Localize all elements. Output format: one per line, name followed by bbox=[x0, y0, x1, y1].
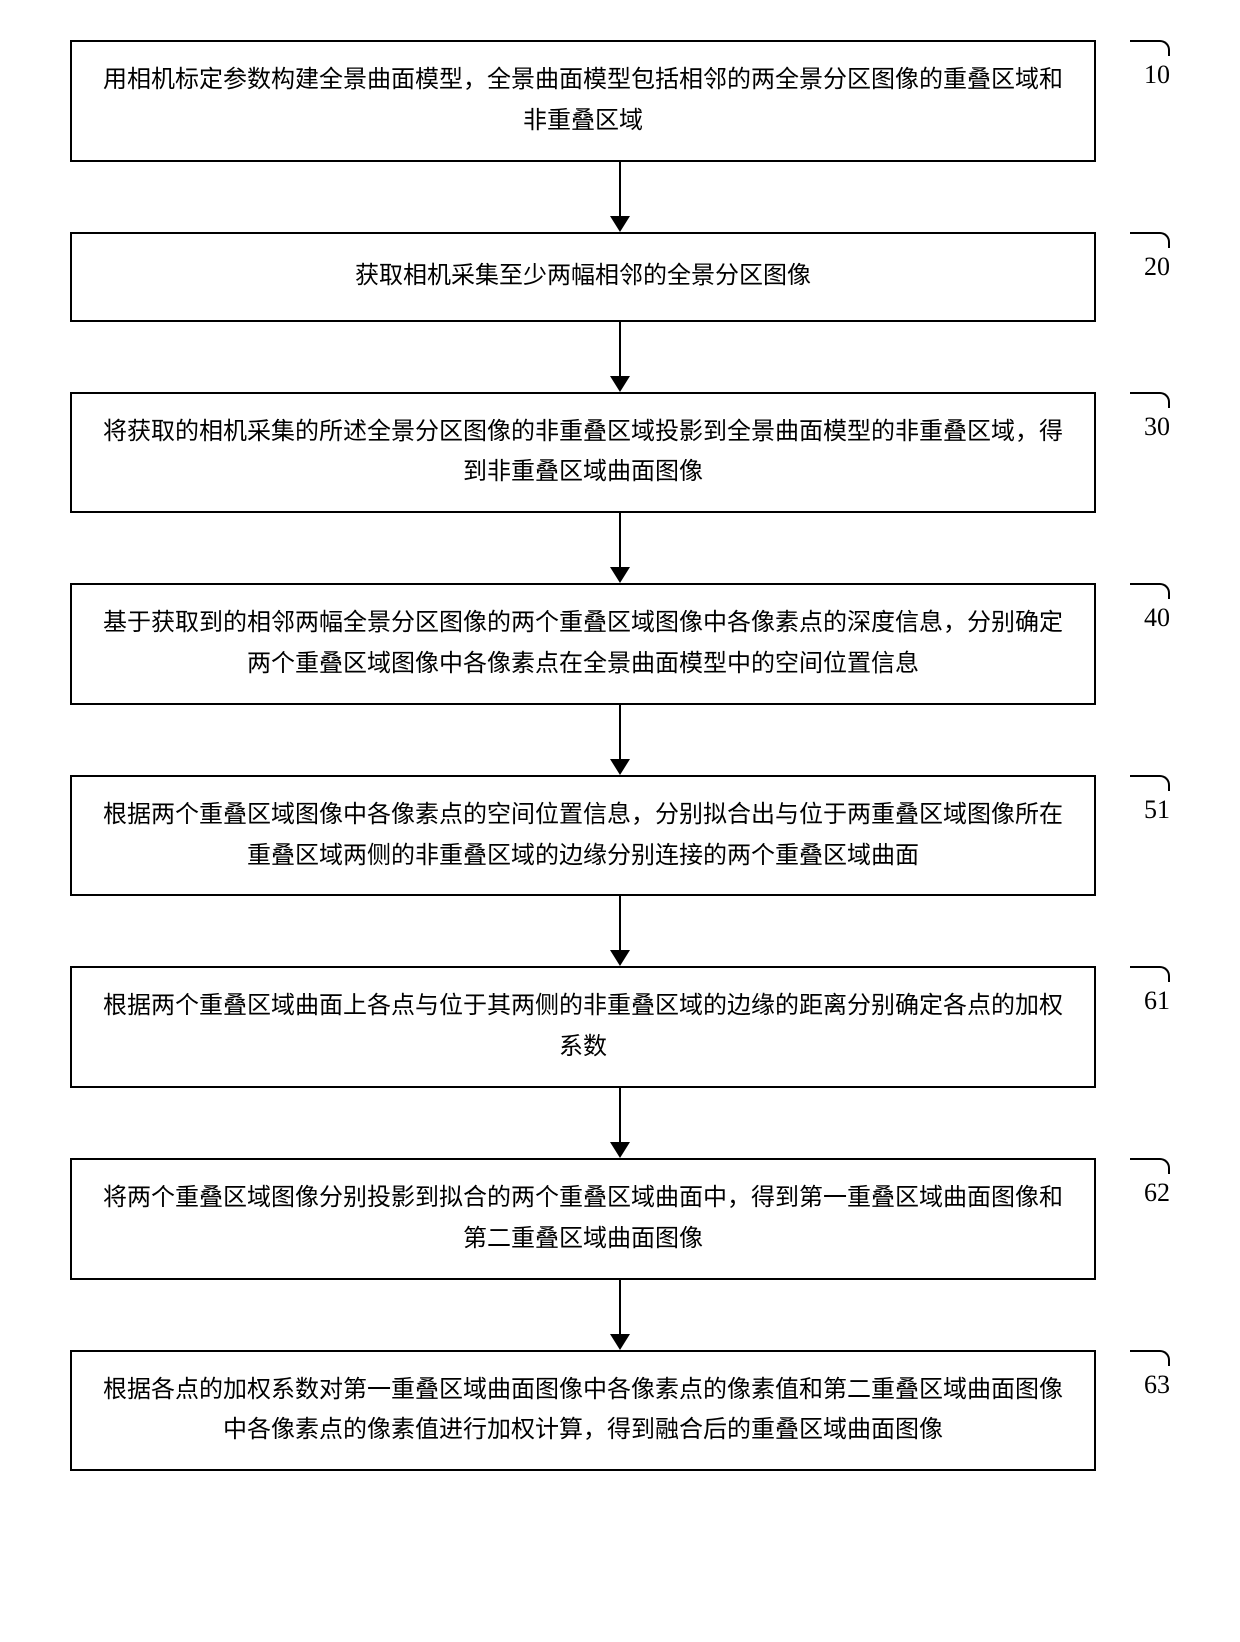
step-box-40: 基于获取到的相邻两幅全景分区图像的两个重叠区域图像中各像素点的深度信息，分别确定… bbox=[70, 583, 1096, 705]
step-text: 根据两个重叠区域图像中各像素点的空间位置信息，分别拟合出与位于两重叠区域图像所在… bbox=[100, 795, 1066, 877]
step-text: 用相机标定参数构建全景曲面模型，全景曲面模型包括相邻的两全景分区图像的重叠区域和… bbox=[100, 60, 1066, 142]
step-label: 40 bbox=[1110, 601, 1170, 633]
step-row: 用相机标定参数构建全景曲面模型，全景曲面模型包括相邻的两全景分区图像的重叠区域和… bbox=[70, 40, 1170, 162]
step-box-62: 将两个重叠区域图像分别投影到拟合的两个重叠区域曲面中，得到第一重叠区域曲面图像和… bbox=[70, 1158, 1096, 1280]
step-row: 根据两个重叠区域曲面上各点与位于其两侧的非重叠区域的边缘的距离分别确定各点的加权… bbox=[70, 966, 1170, 1088]
step-box-30: 将获取的相机采集的所述全景分区图像的非重叠区域投影到全景曲面模型的非重叠区域，得… bbox=[70, 392, 1096, 514]
arrow-down-icon bbox=[610, 1280, 630, 1350]
label-wrap: 63 bbox=[1102, 1350, 1170, 1400]
step-label: 20 bbox=[1110, 250, 1170, 282]
step-row: 根据各点的加权系数对第一重叠区域曲面图像中各像素点的像素值和第二重叠区域曲面图像… bbox=[70, 1350, 1170, 1472]
step-box-20: 获取相机采集至少两幅相邻的全景分区图像 bbox=[70, 232, 1096, 322]
step-box-63: 根据各点的加权系数对第一重叠区域曲面图像中各像素点的像素值和第二重叠区域曲面图像… bbox=[70, 1350, 1096, 1472]
label-wrap: 30 bbox=[1102, 392, 1170, 442]
leader-line-icon bbox=[1130, 966, 1170, 984]
label-wrap: 20 bbox=[1102, 232, 1170, 282]
label-wrap: 10 bbox=[1102, 40, 1170, 90]
step-row: 基于获取到的相邻两幅全景分区图像的两个重叠区域图像中各像素点的深度信息，分别确定… bbox=[70, 583, 1170, 705]
step-row: 获取相机采集至少两幅相邻的全景分区图像 20 bbox=[70, 232, 1170, 322]
step-text: 基于获取到的相邻两幅全景分区图像的两个重叠区域图像中各像素点的深度信息，分别确定… bbox=[100, 603, 1066, 685]
leader-line-icon bbox=[1130, 392, 1170, 410]
leader-line-icon bbox=[1130, 1350, 1170, 1368]
step-label: 30 bbox=[1110, 410, 1170, 442]
leader-line-icon bbox=[1130, 1158, 1170, 1176]
label-wrap: 62 bbox=[1102, 1158, 1170, 1208]
step-label: 62 bbox=[1110, 1176, 1170, 1208]
step-row: 根据两个重叠区域图像中各像素点的空间位置信息，分别拟合出与位于两重叠区域图像所在… bbox=[70, 775, 1170, 897]
arrow-down-icon bbox=[610, 705, 630, 775]
step-box-10: 用相机标定参数构建全景曲面模型，全景曲面模型包括相邻的两全景分区图像的重叠区域和… bbox=[70, 40, 1096, 162]
step-label: 10 bbox=[1110, 58, 1170, 90]
step-text: 根据各点的加权系数对第一重叠区域曲面图像中各像素点的像素值和第二重叠区域曲面图像… bbox=[100, 1370, 1066, 1452]
step-box-51: 根据两个重叠区域图像中各像素点的空间位置信息，分别拟合出与位于两重叠区域图像所在… bbox=[70, 775, 1096, 897]
step-row: 将获取的相机采集的所述全景分区图像的非重叠区域投影到全景曲面模型的非重叠区域，得… bbox=[70, 392, 1170, 514]
leader-line-icon bbox=[1130, 232, 1170, 250]
step-text: 将两个重叠区域图像分别投影到拟合的两个重叠区域曲面中，得到第一重叠区域曲面图像和… bbox=[100, 1178, 1066, 1260]
step-box-61: 根据两个重叠区域曲面上各点与位于其两侧的非重叠区域的边缘的距离分别确定各点的加权… bbox=[70, 966, 1096, 1088]
label-wrap: 40 bbox=[1102, 583, 1170, 633]
arrow-down-icon bbox=[610, 1088, 630, 1158]
leader-line-icon bbox=[1130, 583, 1170, 601]
flowchart-container: 用相机标定参数构建全景曲面模型，全景曲面模型包括相邻的两全景分区图像的重叠区域和… bbox=[70, 40, 1170, 1471]
step-label: 61 bbox=[1110, 984, 1170, 1016]
label-wrap: 51 bbox=[1102, 775, 1170, 825]
step-text: 获取相机采集至少两幅相邻的全景分区图像 bbox=[355, 256, 811, 297]
step-label: 51 bbox=[1110, 793, 1170, 825]
arrow-down-icon bbox=[610, 322, 630, 392]
step-text: 将获取的相机采集的所述全景分区图像的非重叠区域投影到全景曲面模型的非重叠区域，得… bbox=[100, 412, 1066, 494]
step-text: 根据两个重叠区域曲面上各点与位于其两侧的非重叠区域的边缘的距离分别确定各点的加权… bbox=[100, 986, 1066, 1068]
arrow-down-icon bbox=[610, 513, 630, 583]
label-wrap: 61 bbox=[1102, 966, 1170, 1016]
step-label: 63 bbox=[1110, 1368, 1170, 1400]
arrow-down-icon bbox=[610, 896, 630, 966]
leader-line-icon bbox=[1130, 40, 1170, 58]
leader-line-icon bbox=[1130, 775, 1170, 793]
step-row: 将两个重叠区域图像分别投影到拟合的两个重叠区域曲面中，得到第一重叠区域曲面图像和… bbox=[70, 1158, 1170, 1280]
arrow-down-icon bbox=[610, 162, 630, 232]
